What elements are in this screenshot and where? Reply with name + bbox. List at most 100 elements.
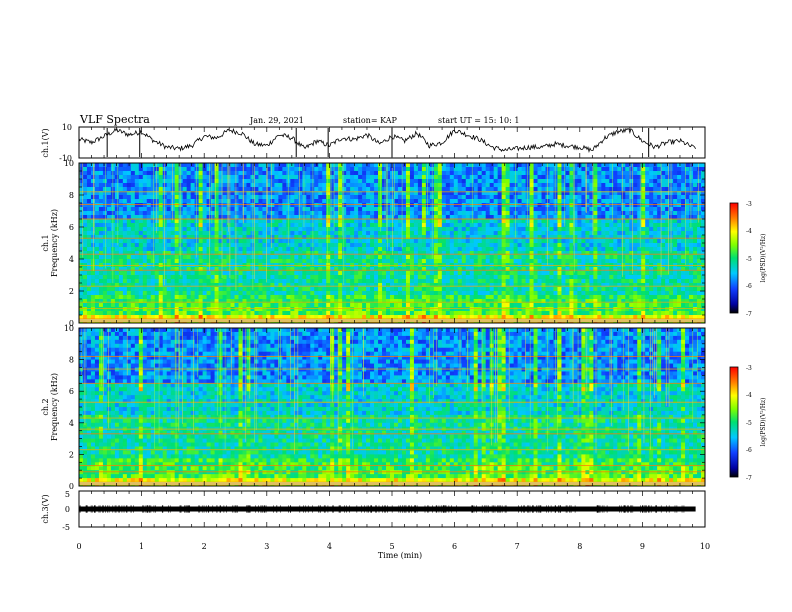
spectrogram-cell [382,271,387,276]
spectrogram-cell [282,251,287,256]
spectrogram-cell [294,283,299,288]
spectrogram-cell [326,203,331,208]
spectrogram-cell [254,231,259,236]
spectrogram-cell [637,211,642,216]
spectrogram-cell [629,183,634,188]
spectrogram-cell [577,171,582,176]
spectrogram-cell [693,167,698,172]
spectrogram-cell [246,267,251,272]
spectrogram-cell [258,175,263,180]
spectrogram-cell [409,239,415,244]
spectrogram-cell [282,259,287,264]
spectrogram-cell [537,279,542,284]
spectrogram-cell [565,187,570,192]
spectrogram-cell [561,247,566,252]
spectrogram-cell [298,179,303,184]
spectrogram-cell [613,275,618,280]
spectrogram-cell [374,211,379,216]
spectrogram-cell [517,207,522,212]
spectrogram-cell [334,207,339,212]
spectrogram-cell [469,275,475,280]
spectrogram-cell [334,191,339,196]
spectrogram-cell [541,259,546,264]
spectrogram-cell [521,207,526,212]
spectrogram-cell [681,227,686,232]
spectrogram-cell [318,183,323,188]
spectrogram-cell [106,287,112,292]
spectrogram-cell [86,251,92,256]
spectrogram-cell [118,235,124,240]
spectrogram-cell [657,167,662,172]
spectrogram-cell [138,279,144,284]
spectrogram-cell [453,231,459,236]
spectrogram-cell [653,195,658,200]
spectrogram-cell [497,283,503,288]
spectrogram-cell [441,239,447,244]
spectrogram-cell [453,235,459,240]
spectrogram-cell [585,231,590,236]
spectrogram-cell [493,279,499,284]
spectrogram-cell [457,191,463,196]
spectrogram-cell [254,259,259,264]
spectrogram-cell [701,279,706,284]
spectrogram-cell [617,271,622,276]
spectrogram-cell [170,183,176,188]
spectrogram-cell [477,179,483,184]
spectrogram-cell [142,171,148,176]
spectrogram-cell [370,211,375,216]
spectrogram-cell [362,163,367,168]
spectrogram-cell [509,167,515,172]
spectrogram-cell [358,163,363,168]
spectrogram-cell [577,255,582,260]
spectrogram-cell [445,211,451,216]
spectrogram-cell [82,207,88,212]
spectrogram-cell [509,203,515,208]
spectrogram-cell [386,271,391,276]
spectrogram-cell [118,163,124,168]
spectrogram-cell [589,275,594,280]
spectrogram-cell [370,243,375,248]
spectrogram-cell [334,199,339,204]
spectrogram-cell [601,187,606,192]
spectrogram-cell [302,179,307,184]
spectrogram-cell [102,183,108,188]
spectrogram-cell [330,215,335,220]
spectrogram-cell [118,231,124,236]
spectrogram-cell [537,223,542,228]
spectrogram-cell [541,203,546,208]
spectrogram-cell [334,271,339,276]
spectrogram-cell [433,255,439,260]
spectrogram-cell [338,251,343,256]
spectrogram-cell [270,175,275,180]
spectrogram-cell [413,239,419,244]
spectrogram-cell [354,235,359,240]
spectrogram-cell [461,207,467,212]
spectrogram-cell [657,199,662,204]
spectrogram-cell [421,191,427,196]
spectrogram-cell [386,191,391,196]
spectrogram-cell [170,247,176,252]
spectrogram-cell [346,279,351,284]
spectrogram-cell [661,243,666,248]
spectrogram-cell [242,235,247,240]
spectrogram-cell [79,239,84,244]
spectrogram-cell [417,219,423,224]
spectrogram-cell [665,251,670,256]
spectrogram-cell [553,259,558,264]
spectrogram-cell [358,239,363,244]
spectrogram-cell [549,267,554,272]
spectrogram-cell [222,195,227,200]
spectrogram-cell [294,279,299,284]
spectrogram-cell [342,219,347,224]
spectrogram-cell [298,239,303,244]
spectrogram-cell [621,187,626,192]
spectrogram-cell [326,163,331,168]
spectrogram-cell [350,175,355,180]
spectrogram-cell [637,255,642,260]
spectrogram-cell [182,175,188,180]
spectrogram-cell [218,243,223,248]
spectrogram-cell [417,191,423,196]
spectrogram-cell [617,239,622,244]
spectrogram-cell [122,179,128,184]
spectrogram-cell [465,283,471,288]
